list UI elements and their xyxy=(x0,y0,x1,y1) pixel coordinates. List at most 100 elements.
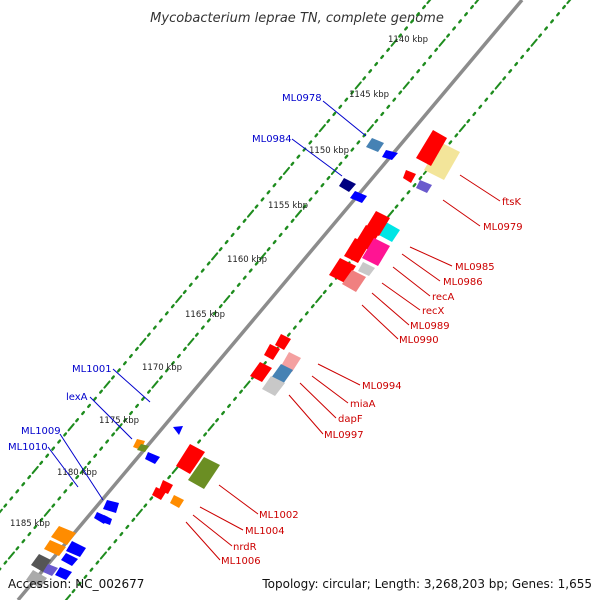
ruler-dot xyxy=(212,311,217,316)
reverse-ruler-dot xyxy=(502,76,507,81)
reverse-ruler-dot xyxy=(530,38,538,47)
gene-ML0994-red-a[interactable] xyxy=(275,334,291,350)
gene-ML0989[interactable] xyxy=(358,262,375,276)
gene-ftsK[interactable] xyxy=(424,142,460,180)
gene-recX[interactable] xyxy=(342,270,366,292)
reverse-ruler-dot xyxy=(322,289,327,295)
forward-strand-ruler xyxy=(0,0,432,514)
label-dapF[interactable]: dapF xyxy=(338,414,363,425)
label-ML0979[interactable]: ML0979 xyxy=(483,222,523,233)
forward-ruler-dot xyxy=(224,239,229,245)
forward-ruler-dot xyxy=(332,111,337,117)
forward-ruler-dot xyxy=(404,26,409,31)
gene-blue-lower[interactable] xyxy=(55,567,72,580)
reverse-ruler-dot xyxy=(64,594,72,600)
reverse-ruler-dot xyxy=(328,282,333,287)
label-ML1010[interactable]: ML1010 xyxy=(8,442,48,453)
ruler-dot xyxy=(302,204,307,209)
reverse-ruler-dot xyxy=(490,90,495,95)
gene-ML1009-c[interactable] xyxy=(44,540,66,556)
reverse-ruler-dot xyxy=(394,204,399,209)
reverse-ruler-dot xyxy=(514,61,519,67)
ruler-dot xyxy=(123,418,128,423)
label-recX[interactable]: recX xyxy=(422,306,445,317)
label-ML0997[interactable]: ML0997 xyxy=(324,430,364,441)
ruler-dot xyxy=(278,232,283,238)
forward-ruler-dot xyxy=(67,423,75,432)
label-ML0986[interactable]: ML0986 xyxy=(443,277,483,288)
label-ML1002[interactable]: ML1002 xyxy=(259,510,299,521)
ruler-dot xyxy=(63,489,68,494)
ruler-dot xyxy=(398,90,403,95)
gene-nrdR[interactable] xyxy=(152,487,166,500)
gene-ML0984-arrow[interactable] xyxy=(350,191,367,203)
gene-ML1001[interactable] xyxy=(173,426,183,435)
gene-ML0978[interactable] xyxy=(366,138,384,152)
ruler-dot xyxy=(470,5,474,10)
reverse-gene-labels: ftsK ML0979 ML0985 ML0986 recA recX ML09… xyxy=(221,197,523,567)
ruler-dot xyxy=(75,474,80,480)
label-ML0978[interactable]: ML0978 xyxy=(282,93,322,104)
ruler-dot xyxy=(3,560,8,565)
gene-lexA[interactable] xyxy=(145,452,160,464)
gene-ML1010[interactable] xyxy=(102,515,112,525)
reverse-ruler-dot xyxy=(167,474,172,480)
ruler-dot xyxy=(272,239,277,245)
label-ML1004[interactable]: ML1004 xyxy=(245,526,285,537)
label-ftsK[interactable]: ftsK xyxy=(502,197,521,208)
label-nrdR[interactable]: nrdR xyxy=(233,542,257,553)
ruler-dot xyxy=(338,161,343,166)
reverse-ruler-dot xyxy=(566,0,572,5)
gene-ML0984[interactable] xyxy=(339,178,356,192)
gene-ML1010-blue-b[interactable] xyxy=(61,553,78,566)
forward-ruler-dot xyxy=(426,0,432,5)
label-ML0984[interactable]: ML0984 xyxy=(252,134,292,145)
label-ML0990[interactable]: ML0990 xyxy=(399,335,439,346)
gene-recA[interactable] xyxy=(329,258,356,283)
ruler-dot xyxy=(33,524,38,530)
gene-ML0986-red[interactable] xyxy=(344,238,369,263)
gene-ML1009[interactable] xyxy=(51,526,76,545)
ruler-dot xyxy=(164,368,169,373)
label-lexA[interactable]: lexA xyxy=(66,392,88,403)
gene-ML0994-red-c[interactable] xyxy=(250,362,272,382)
label-ML1006[interactable]: ML1006 xyxy=(221,556,261,567)
forward-ruler-dot xyxy=(242,218,247,223)
gene-ML1002-red[interactable] xyxy=(176,444,205,474)
label-ML0989[interactable]: ML0989 xyxy=(410,321,450,332)
forward-ruler-dot xyxy=(27,474,32,480)
gene-ML0986[interactable] xyxy=(362,238,390,266)
forward-ruler-dot xyxy=(218,247,223,252)
label-ML1009[interactable]: ML1009 xyxy=(21,426,61,437)
forward-ruler-dot xyxy=(0,508,3,514)
gene-ML1009-a[interactable] xyxy=(103,500,119,513)
gene-ML0979-purple[interactable] xyxy=(416,180,432,193)
label-ML0994[interactable]: ML0994 xyxy=(362,381,402,392)
gene-ML1006[interactable] xyxy=(170,495,184,508)
gene-ML0994-red-b[interactable] xyxy=(264,344,280,360)
gene-ML1002[interactable] xyxy=(188,457,220,489)
ruler-dot xyxy=(200,325,205,330)
forward-ruler-dot xyxy=(362,76,367,81)
gene-ML0997[interactable] xyxy=(262,376,285,396)
gene-purple-small[interactable] xyxy=(43,564,58,576)
gene-lexA-green[interactable] xyxy=(137,444,149,452)
gene-ML0979[interactable] xyxy=(403,170,416,183)
reverse-ruler-dot xyxy=(286,332,291,337)
reverse-ruler-dot xyxy=(448,140,453,145)
forward-ruler-dot xyxy=(75,418,80,423)
tick-ruler xyxy=(0,0,480,571)
label-recA[interactable]: recA xyxy=(432,292,455,303)
reverse-ruler-dot xyxy=(400,197,405,202)
label-ML0985[interactable]: ML0985 xyxy=(455,262,495,273)
gene-ML0978-arrow[interactable] xyxy=(382,150,398,160)
forward-ruler-dot xyxy=(200,268,205,273)
label-miaA[interactable]: miaA xyxy=(350,399,376,410)
ruler-dot xyxy=(259,252,267,261)
gene-ftsK-arrow[interactable] xyxy=(416,130,447,166)
gene-grey-lower[interactable] xyxy=(26,570,47,588)
gene-ML1010-blue[interactable] xyxy=(66,541,86,557)
label-ML1001[interactable]: ML1001 xyxy=(72,364,112,375)
ruler-dot xyxy=(410,76,415,81)
ruler-dot xyxy=(182,346,187,352)
